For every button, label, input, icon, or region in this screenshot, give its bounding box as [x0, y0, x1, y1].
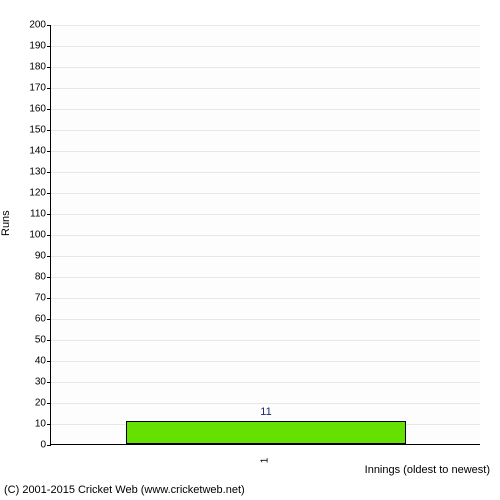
- gridline: [51, 298, 480, 299]
- xtick-label: 1: [260, 458, 271, 464]
- ytick-label: 70: [16, 293, 46, 304]
- ytick-mark: [47, 340, 51, 341]
- ytick-label: 0: [16, 440, 46, 451]
- bar: [126, 421, 406, 444]
- ytick-label: 30: [16, 377, 46, 388]
- ytick-label: 130: [16, 167, 46, 178]
- ytick-mark: [47, 88, 51, 89]
- gridline: [51, 235, 480, 236]
- ytick-mark: [47, 298, 51, 299]
- ytick-label: 20: [16, 398, 46, 409]
- gridline: [51, 88, 480, 89]
- ytick-mark: [47, 277, 51, 278]
- y-axis-label: Runs: [0, 210, 12, 236]
- ytick-mark: [47, 424, 51, 425]
- gridline: [51, 403, 480, 404]
- bar-value-label: 11: [260, 406, 271, 418]
- gridline: [51, 382, 480, 383]
- gridline: [51, 130, 480, 131]
- gridline: [51, 172, 480, 173]
- ytick-mark: [47, 67, 51, 68]
- gridline: [51, 361, 480, 362]
- gridline: [51, 46, 480, 47]
- ytick-mark: [47, 151, 51, 152]
- chart-container: 11: [50, 25, 480, 445]
- ytick-mark: [47, 445, 51, 446]
- ytick-label: 90: [16, 251, 46, 262]
- gridline: [51, 256, 480, 257]
- ytick-label: 200: [16, 20, 46, 31]
- ytick-label: 60: [16, 314, 46, 325]
- gridline: [51, 25, 480, 26]
- ytick-mark: [47, 235, 51, 236]
- ytick-mark: [47, 319, 51, 320]
- ytick-label: 50: [16, 335, 46, 346]
- ytick-label: 180: [16, 62, 46, 73]
- gridline: [51, 67, 480, 68]
- copyright-text: (C) 2001-2015 Cricket Web (www.cricketwe…: [4, 484, 245, 496]
- ytick-mark: [47, 46, 51, 47]
- gridline: [51, 193, 480, 194]
- ytick-label: 40: [16, 356, 46, 367]
- ytick-label: 150: [16, 125, 46, 136]
- ytick-label: 190: [16, 41, 46, 52]
- ytick-mark: [47, 25, 51, 26]
- ytick-label: 110: [16, 209, 46, 220]
- gridline: [51, 151, 480, 152]
- gridline: [51, 319, 480, 320]
- ytick-mark: [47, 382, 51, 383]
- gridline: [51, 109, 480, 110]
- ytick-mark: [47, 403, 51, 404]
- ytick-label: 120: [16, 188, 46, 199]
- x-axis-label: Innings (oldest to newest): [365, 464, 490, 476]
- ytick-mark: [47, 256, 51, 257]
- ytick-mark: [47, 193, 51, 194]
- ytick-mark: [47, 109, 51, 110]
- chart-plot-area: 11: [50, 25, 480, 445]
- gridline: [51, 214, 480, 215]
- ytick-mark: [47, 214, 51, 215]
- gridline: [51, 277, 480, 278]
- ytick-mark: [47, 130, 51, 131]
- ytick-label: 100: [16, 230, 46, 241]
- ytick-label: 170: [16, 83, 46, 94]
- gridline: [51, 340, 480, 341]
- ytick-mark: [47, 361, 51, 362]
- ytick-label: 10: [16, 419, 46, 430]
- ytick-label: 140: [16, 146, 46, 157]
- ytick-label: 80: [16, 272, 46, 283]
- ytick-label: 160: [16, 104, 46, 115]
- ytick-mark: [47, 172, 51, 173]
